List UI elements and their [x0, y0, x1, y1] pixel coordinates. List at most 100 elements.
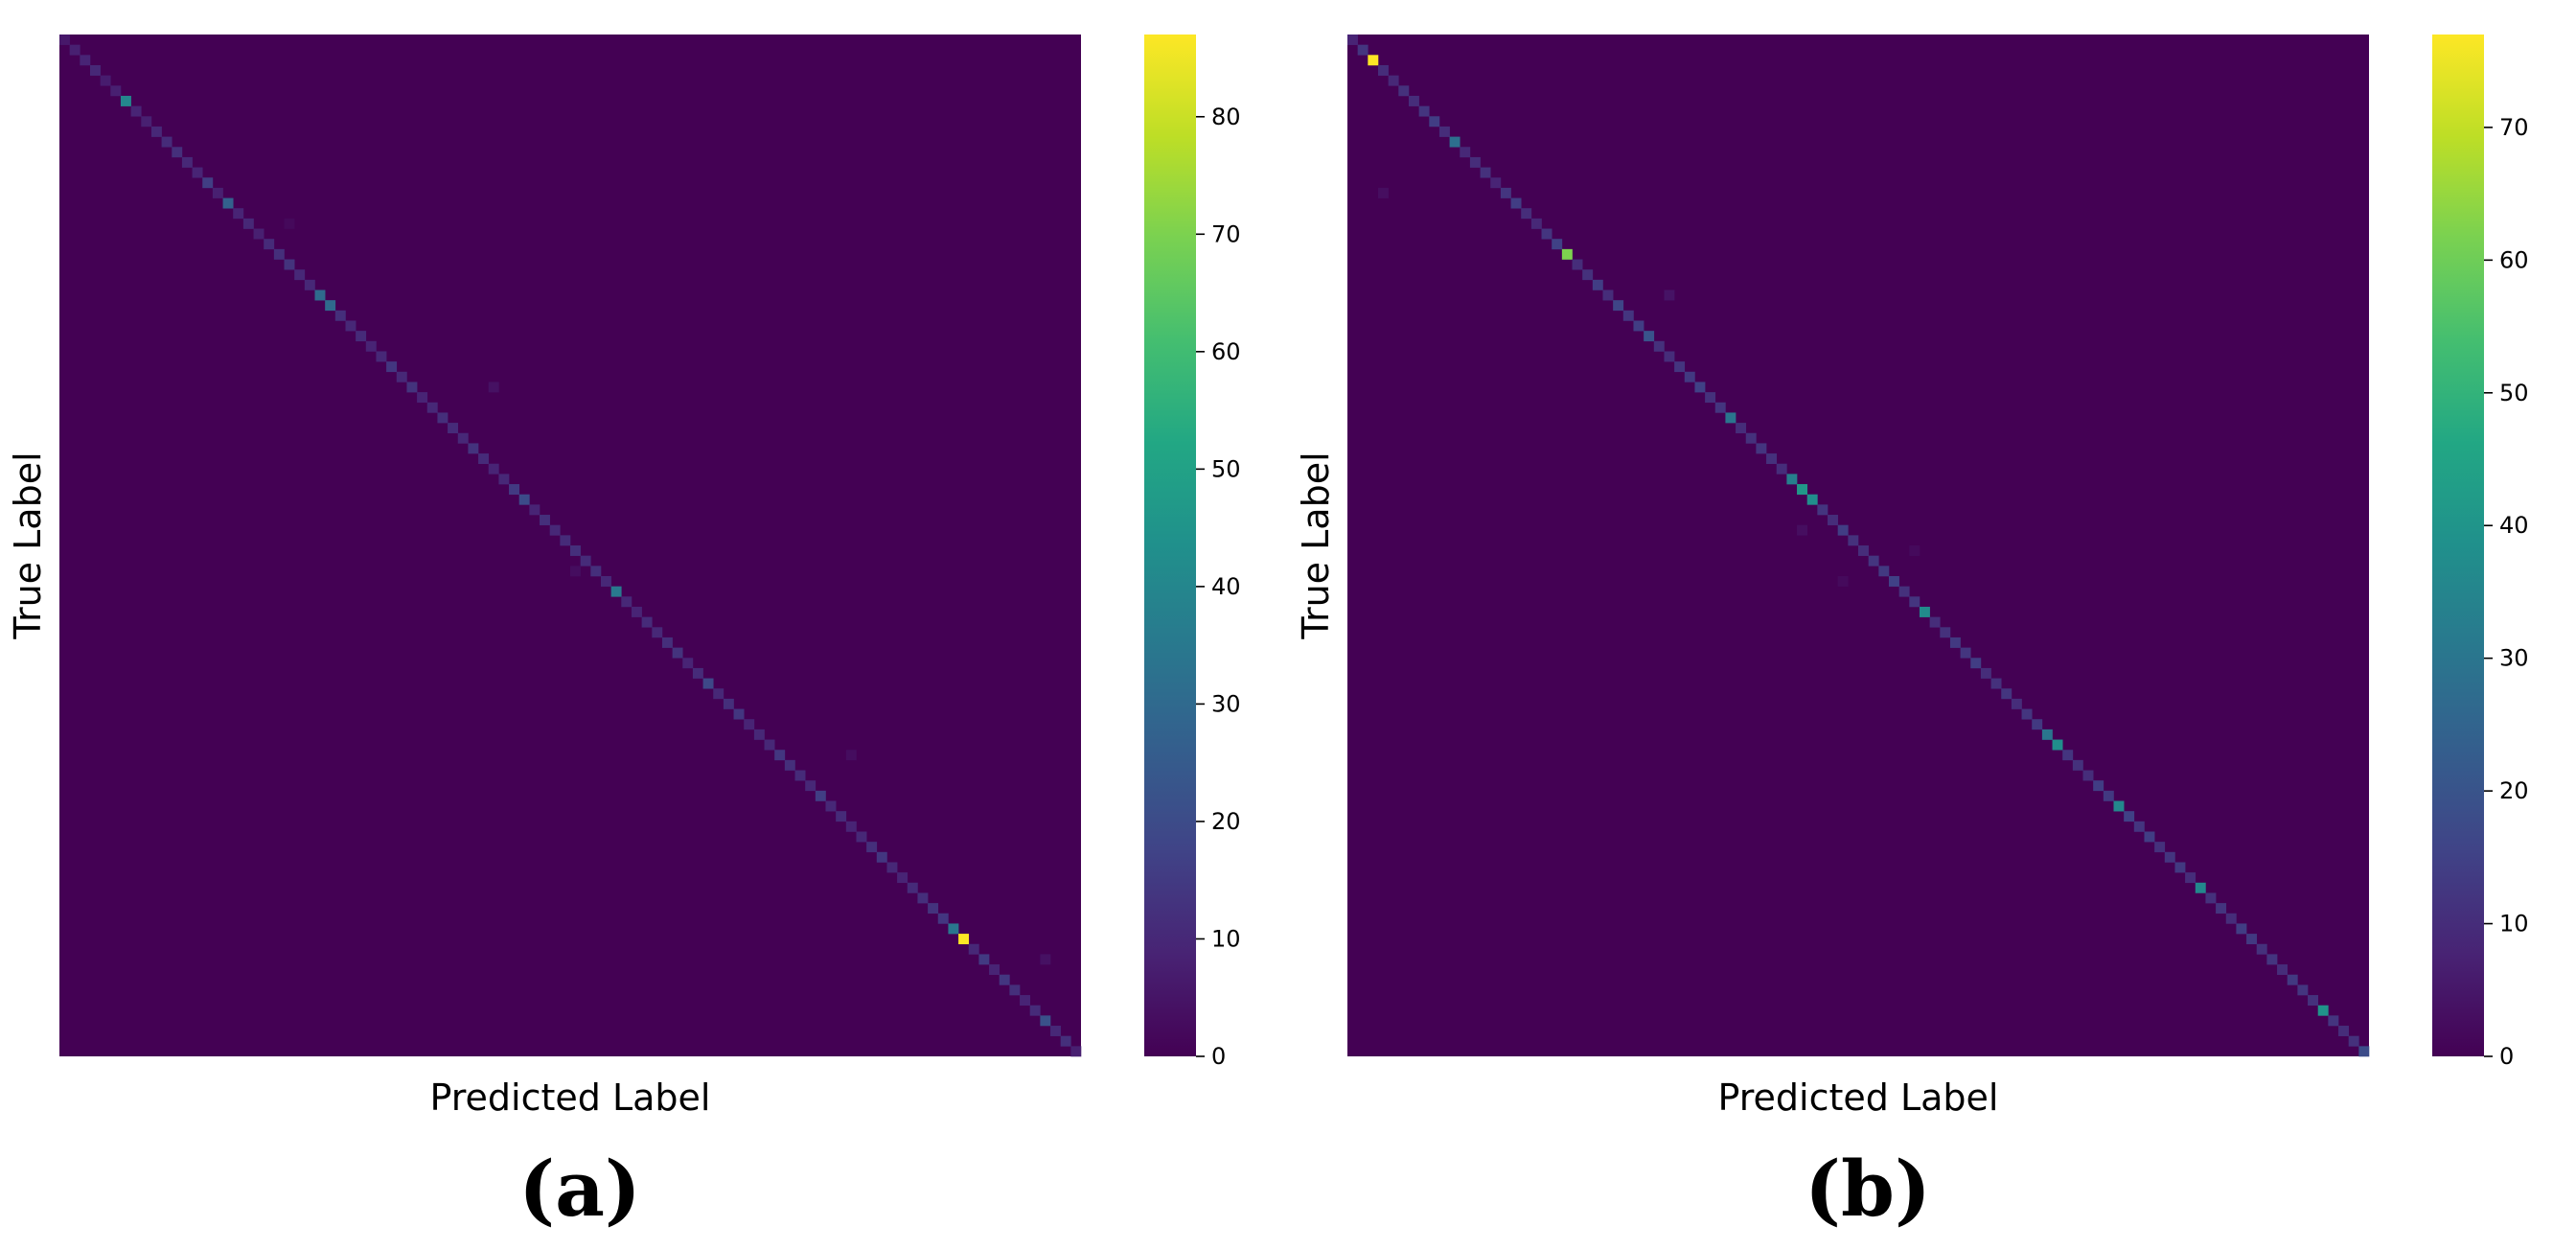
heatmap-cell-diagonal-95 [2317, 1005, 2329, 1016]
heatmap-cell-diagonal-53 [600, 575, 611, 587]
heatmap-cell-diagonal-78 [2144, 831, 2155, 843]
heatmap-cell-diagonal-33 [396, 371, 407, 382]
heatmap-cell-diagonal-1 [1357, 44, 1368, 56]
heatmap-cell-diagonal-6 [1408, 95, 1419, 106]
colorbar-tick-label-10: 10 [1211, 925, 1241, 952]
heatmap-cell-diagonal-58 [652, 627, 663, 638]
heatmap-cell-diagonal-81 [886, 862, 898, 873]
heatmap-cell-diagonal-4 [1388, 75, 1399, 86]
heatmap-cell-diagonal-28 [1633, 320, 1644, 332]
heatmap-cell-diagonal-29 [1644, 331, 1655, 342]
heatmap-cell-diagonal-59 [661, 637, 673, 648]
heatmap-cell-diagonal-60 [672, 647, 683, 659]
heatmap-cell-diagonal-2 [80, 55, 91, 66]
heatmap-cell-diagonal-99 [1070, 1046, 1082, 1057]
heatmap-cell-diagonal-39 [1745, 432, 1757, 444]
heatmap-cell-diagonal-43 [1786, 474, 1798, 485]
heatmap-cell-diagonal-90 [978, 954, 990, 965]
heatmap-cell-diagonal-22 [284, 259, 295, 270]
heatmap-cell-diagonal-94 [2308, 995, 2318, 1006]
heatmap-cell-diagonal-69 [2052, 739, 2063, 751]
confusion-matrix-panel-b: Predicted Label True Label 0 10 20 30 40 50 60 70… [1288, 0, 2576, 1250]
heatmap-cell-diagonal-34 [1694, 382, 1706, 393]
heatmap-cell-diagonal-50 [1858, 545, 1869, 556]
heatmap-a-svg: Predicted Label True Label 0 10 20 30 40 50 60 70… [7, 35, 1241, 1234]
heatmap-cell-diagonal-89 [968, 943, 979, 955]
heatmap-cell-diagonal-24 [1592, 279, 1603, 290]
heatmap-cell-diagonal-77 [2133, 821, 2145, 832]
heatmap-cell-diagonal-54 [610, 586, 622, 597]
heatmap-cell-diagonal-59 [1949, 637, 1961, 648]
heatmap-cell-diagonal-21 [273, 248, 285, 260]
heatmap-cell-diagonal-41 [1766, 453, 1778, 465]
heatmap-cell-diagonal-26 [325, 300, 336, 312]
heatmap-b-svg: Predicted Label True Label 0 10 20 30 40 50 60 70… [1295, 35, 2529, 1234]
heatmap-cell-diagonal-82 [897, 872, 908, 884]
heatmap-cell-diagonal-87 [2236, 923, 2247, 935]
heatmap-cell-diagonal-8 [141, 116, 152, 127]
colorbar-tick-label-60: 60 [1211, 338, 1241, 365]
heatmap-cell-diagonal-11 [1460, 147, 1471, 158]
heatmap-cell-diagonal-19 [1541, 228, 1552, 240]
heatmap-cell-diagonal-99 [2358, 1046, 2370, 1057]
heatmap-cell-diagonal-43 [498, 474, 510, 485]
heatmap-cell-diagonal-68 [2041, 729, 2053, 740]
heatmap-cell-diagonal-29 [356, 331, 367, 342]
heatmap-cell-diagonal-5 [110, 85, 122, 97]
heatmap-cell-diagonal-84 [917, 892, 929, 904]
heatmap-cell-diagonal-61 [682, 658, 694, 669]
heatmap-cell-diagonal-84 [2205, 892, 2217, 904]
heatmap-cell-diagonal-81 [2174, 862, 2186, 873]
heatmap-cell-diagonal-57 [641, 616, 653, 628]
heatmap-cell-diagonal-62 [692, 667, 703, 679]
confusion-matrix-panel-a: Predicted Label True Label 0 10 20 30 40 50 60 70… [7, 35, 1241, 1234]
heatmap-cell-diagonal-25 [314, 289, 326, 301]
heatmap-cell-diagonal-91 [2277, 964, 2288, 976]
heatmap-cell-offdiag-0 [1377, 187, 1389, 198]
heatmap-cell-diagonal-74 [2103, 790, 2114, 801]
heatmap-cell-diagonal-35 [417, 392, 428, 404]
colorbar-tick-label-40: 40 [1211, 573, 1241, 600]
heatmap-cell-diagonal-70 [774, 750, 786, 761]
colorbar-tick-label-70: 70 [2499, 114, 2529, 141]
heatmap-cell-diagonal-78 [856, 831, 867, 843]
heatmap-cell-diagonal-89 [2256, 943, 2267, 955]
heatmap-cell-diagonal-83 [2195, 882, 2206, 893]
heatmap-cell-diagonal-17 [233, 208, 244, 220]
heatmap-cell-diagonal-51 [1868, 555, 1879, 567]
heatmap-cell-offdiag-2 [845, 750, 857, 761]
heatmap-cell-diagonal-55 [621, 596, 632, 608]
heatmap-cell-diagonal-62 [1980, 667, 1991, 679]
heatmap-cell-diagonal-48 [1837, 524, 1849, 536]
heatmap-cell-diagonal-10 [1449, 136, 1460, 148]
heatmap-cell-diagonal-85 [928, 903, 939, 914]
heatmap-cell-diagonal-3 [1377, 64, 1389, 76]
heatmap-cell-diagonal-80 [2164, 851, 2175, 863]
heatmap-cell-diagonal-9 [150, 126, 162, 137]
heatmap-cell-diagonal-12 [181, 156, 193, 168]
y-axis-title: True Label [1295, 451, 1337, 639]
heatmap-cell-diagonal-79 [866, 842, 878, 853]
heatmap-cell-diagonal-56 [631, 606, 642, 617]
heatmap-cell-diagonal-61 [1970, 658, 1982, 669]
heatmap-cell-diagonal-72 [794, 770, 806, 781]
heatmap-cell-diagonal-23 [294, 269, 306, 281]
heatmap-cell-diagonal-32 [386, 361, 398, 373]
heatmap-cell-diagonal-44 [1797, 484, 1807, 495]
heatmap-cell-diagonal-26 [1613, 300, 1624, 312]
heatmap-cell-offdiag-3 [1040, 954, 1051, 965]
heatmap-cell-diagonal-0 [1347, 35, 1358, 45]
heatmap-cell-offdiag-4 [1837, 575, 1849, 587]
colorbar-tick-label-60: 60 [2499, 246, 2529, 273]
heatmap-cell-diagonal-64 [713, 688, 724, 700]
heatmap-cell-diagonal-27 [334, 310, 346, 321]
heatmap-cell-diagonal-79 [2154, 842, 2166, 853]
heatmap-cell-diagonal-75 [825, 800, 837, 812]
heatmap-cell-diagonal-97 [1050, 1026, 1061, 1036]
heatmap-cell-diagonal-39 [457, 432, 469, 444]
heatmap-cell-diagonal-20 [1552, 239, 1563, 250]
heatmap-cell-diagonal-64 [2001, 688, 2012, 700]
heatmap-cell-diagonal-19 [253, 228, 264, 240]
y-axis-title: True Label [7, 451, 49, 639]
heatmap-cell-diagonal-30 [365, 340, 377, 352]
